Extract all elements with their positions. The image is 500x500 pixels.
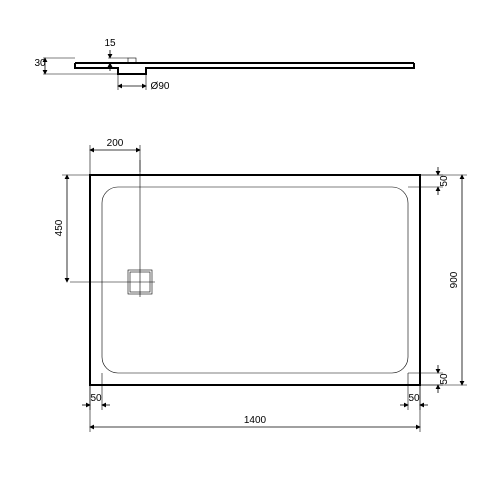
dim-bot-50-left: 50 xyxy=(82,373,110,410)
svg-text:50: 50 xyxy=(408,393,420,404)
dim-15: 15 xyxy=(104,38,128,71)
svg-text:200: 200 xyxy=(107,138,124,149)
dim-900: 900 xyxy=(420,175,467,385)
svg-text:450: 450 xyxy=(54,219,65,236)
dim-bot-50-right: 50 xyxy=(400,373,428,410)
dim-30: 30 xyxy=(34,58,118,74)
svg-text:900: 900 xyxy=(449,271,460,288)
dim-right-50-bot: 50 xyxy=(408,365,450,393)
dim-1400: 1400 xyxy=(90,385,420,432)
profile-view xyxy=(75,58,414,74)
dim-450: 450 xyxy=(54,175,90,282)
svg-text:50: 50 xyxy=(439,373,450,385)
dim-right-50-top: 50 xyxy=(408,167,450,195)
dim-200: 200 xyxy=(90,138,140,175)
svg-text:50: 50 xyxy=(90,393,102,404)
svg-text:50: 50 xyxy=(439,175,450,187)
svg-text:30: 30 xyxy=(34,58,46,69)
svg-text:1400: 1400 xyxy=(244,415,267,426)
svg-text:15: 15 xyxy=(104,38,116,49)
dim-90: Ø90 xyxy=(118,74,170,92)
plan-view xyxy=(70,160,420,385)
svg-text:Ø90: Ø90 xyxy=(151,81,170,92)
